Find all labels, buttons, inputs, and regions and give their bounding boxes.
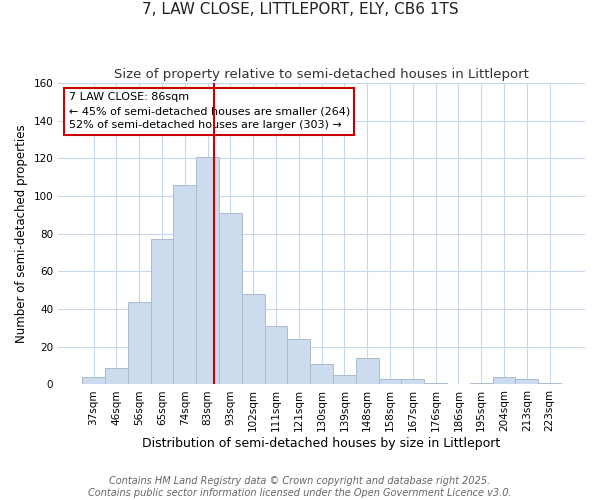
Bar — [173, 185, 196, 384]
Bar — [379, 379, 401, 384]
Bar — [105, 368, 128, 384]
Text: 7, LAW CLOSE, LITTLEPORT, ELY, CB6 1TS: 7, LAW CLOSE, LITTLEPORT, ELY, CB6 1TS — [142, 2, 458, 18]
Bar — [219, 213, 242, 384]
Text: 7 LAW CLOSE: 86sqm
← 45% of semi-detached houses are smaller (264)
52% of semi-d: 7 LAW CLOSE: 86sqm ← 45% of semi-detache… — [69, 92, 350, 130]
Bar — [470, 382, 493, 384]
Text: Contains HM Land Registry data © Crown copyright and database right 2025.
Contai: Contains HM Land Registry data © Crown c… — [88, 476, 512, 498]
Bar — [128, 302, 151, 384]
Bar — [242, 294, 265, 384]
Bar — [515, 379, 538, 384]
Bar — [82, 377, 105, 384]
X-axis label: Distribution of semi-detached houses by size in Littleport: Distribution of semi-detached houses by … — [142, 437, 501, 450]
Bar — [424, 382, 447, 384]
Bar — [538, 382, 561, 384]
Bar — [196, 156, 219, 384]
Bar — [310, 364, 333, 384]
Bar — [333, 375, 356, 384]
Bar — [265, 326, 287, 384]
Bar — [287, 339, 310, 384]
Bar — [356, 358, 379, 384]
Bar — [401, 379, 424, 384]
Y-axis label: Number of semi-detached properties: Number of semi-detached properties — [15, 124, 28, 343]
Bar — [493, 377, 515, 384]
Title: Size of property relative to semi-detached houses in Littleport: Size of property relative to semi-detach… — [114, 68, 529, 80]
Bar — [151, 240, 173, 384]
